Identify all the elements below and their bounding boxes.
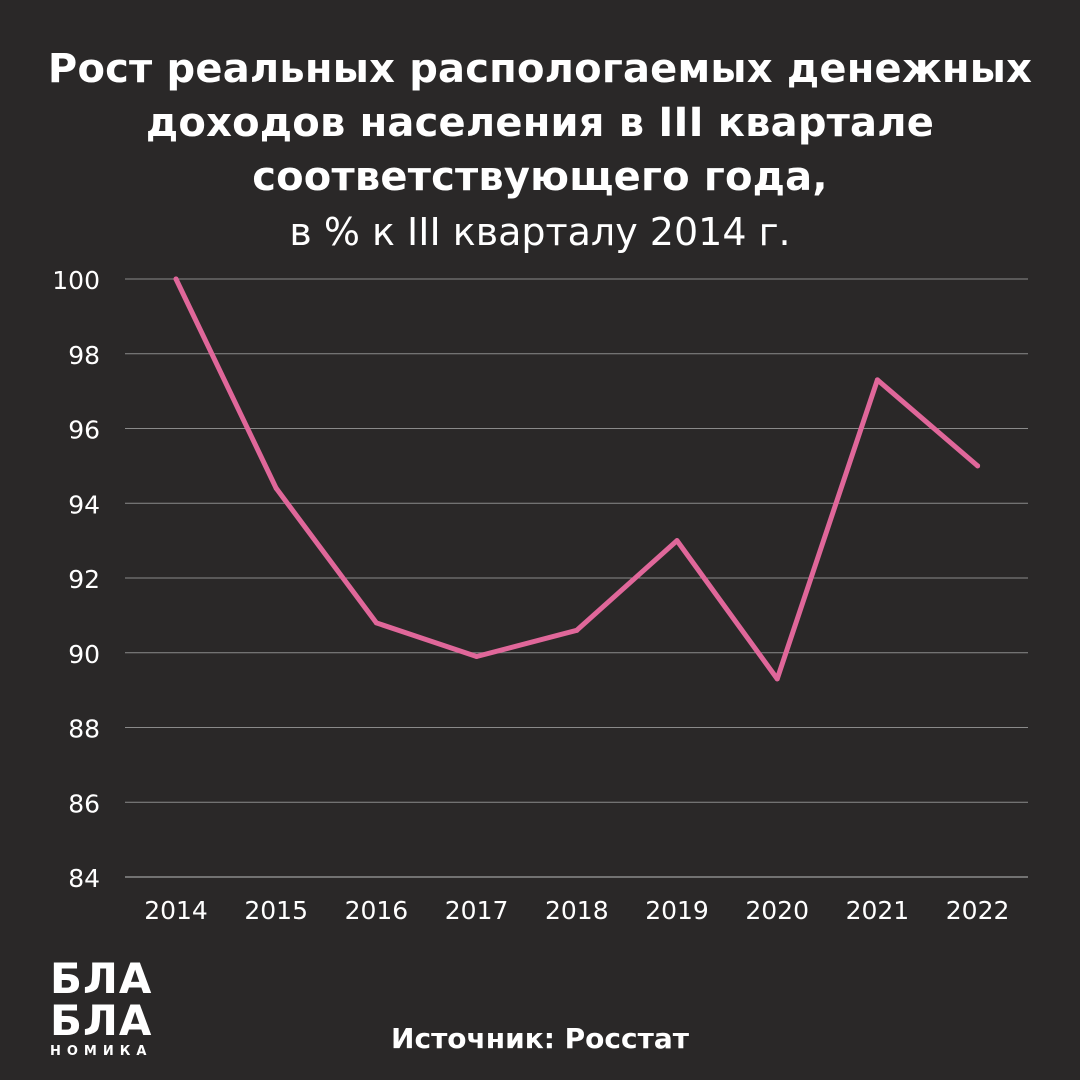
chart-title: Рост реальных распологаемых денежных дох… — [0, 42, 1080, 260]
x-tick-label: 2020 — [745, 896, 809, 925]
x-tick-label: 2016 — [345, 896, 409, 925]
data-point — [574, 627, 580, 633]
data-point — [674, 538, 680, 544]
data-point — [874, 377, 880, 383]
title-line-2: доходов населения в III квартале — [145, 100, 935, 146]
title-line-1: Рост реальных распологаемых денежных — [47, 46, 1033, 92]
x-tick-label: 2015 — [244, 896, 308, 925]
x-tick-label: 2021 — [846, 896, 910, 925]
logo-line-3: НОМИКА — [50, 1044, 153, 1059]
data-point — [373, 620, 379, 626]
data-point — [774, 676, 780, 682]
y-tick-label: 98 — [68, 341, 100, 370]
y-tick-label: 90 — [68, 640, 100, 669]
y-tick-label: 96 — [68, 416, 100, 445]
data-point — [273, 485, 279, 491]
data-point — [975, 463, 981, 469]
x-tick-label: 2018 — [545, 896, 609, 925]
data-point — [474, 653, 480, 659]
y-tick-label: 86 — [68, 789, 100, 818]
x-tick-label: 2014 — [144, 896, 208, 925]
x-tick-label: 2019 — [645, 896, 709, 925]
y-tick-label: 88 — [68, 715, 100, 744]
chart-subtitle: в % к III кварталу 2014 г. — [289, 210, 791, 254]
series-line — [173, 276, 981, 682]
logo: БЛА БЛА НОМИКА — [50, 954, 153, 1060]
x-tick-label: 2022 — [946, 896, 1010, 925]
logo-line-2: БЛА — [50, 996, 153, 1045]
x-tick-label: 2017 — [445, 896, 509, 925]
source-note: Источник: Росстат — [391, 1022, 689, 1055]
y-tick-label: 94 — [68, 490, 100, 519]
y-tick-label: 100 — [52, 266, 100, 295]
title-line-3: соответствующего года, — [252, 154, 828, 200]
y-tick-label: 84 — [68, 864, 100, 893]
data-point — [173, 276, 179, 282]
logo-line-1: БЛА — [50, 954, 153, 1003]
y-tick-label: 92 — [68, 565, 100, 594]
